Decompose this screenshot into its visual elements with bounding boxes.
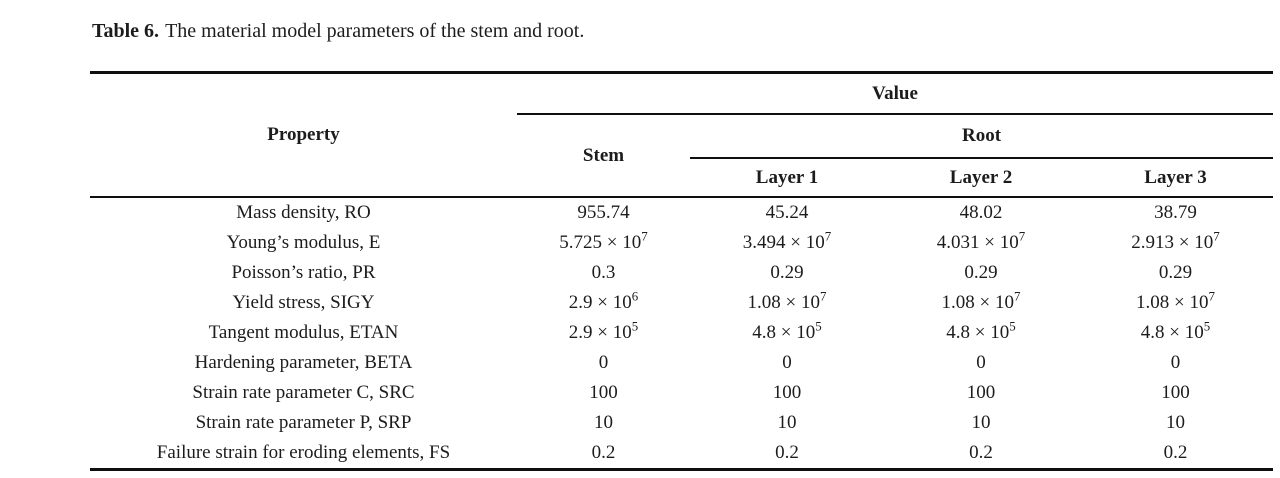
property-cell: Poisson’s ratio, PR <box>231 262 376 283</box>
value-cell: 100 <box>772 382 802 403</box>
table-body: Mass density, RO 955.74 45.24 48.02 38.79 You… <box>90 196 1274 470</box>
material-parameters-table: Property Value Stem Root Layer 1 Layer 2… <box>90 71 1274 471</box>
table-row: Failure strain for eroding elements, FS 0… <box>90 438 1273 470</box>
table-row: Yield stress, SIGY 2.9 × 106 1.08 × 107 1.0… <box>90 288 1273 318</box>
property-cell: Mass density, RO <box>90 196 517 228</box>
value-cell: 2.9 × 105 <box>568 318 639 343</box>
value-cell: 955.74 <box>517 196 690 228</box>
value-cell: 0.2 <box>969 442 993 463</box>
value-cell: 3.494 × 107 <box>742 228 832 253</box>
value-cell: 48.02 <box>884 196 1078 228</box>
value-cell: 10 <box>777 412 797 433</box>
value-cell: 0 <box>976 352 986 373</box>
exponent: 5 <box>1009 318 1016 334</box>
table-row: Hardening parameter, BETA 0 0 0 0 <box>90 348 1273 378</box>
value-cell: 100 <box>1161 382 1190 403</box>
value-cell: 0.2 <box>1163 442 1188 463</box>
header-layer-3: Layer 3 <box>1144 166 1207 188</box>
value-cell: 0 <box>782 352 792 373</box>
property-cell: Strain rate parameter P, SRP <box>195 412 412 433</box>
exponent: 5 <box>815 318 822 334</box>
property-cell: Failure strain for eroding elements, FS <box>156 442 451 463</box>
table-header: Property Value Stem Root Layer 1 Layer 2… <box>90 72 1274 198</box>
exponent: 7 <box>1208 288 1215 304</box>
value-cell: 5.725 × 107 <box>559 228 648 253</box>
table-caption-label: Table 6. <box>92 20 160 42</box>
value-cell: 45.24 <box>690 196 884 228</box>
value-cell: 10 <box>1166 412 1185 433</box>
property-cell: Strain rate parameter C, SRC <box>192 382 415 403</box>
value-cell: 0.2 <box>775 442 799 463</box>
property-cell: Young’s modulus, E <box>226 232 381 253</box>
value-cell: 10 <box>971 412 991 433</box>
value-cell: 100 <box>589 382 618 403</box>
exponent: 5 <box>631 318 639 334</box>
header-layer-1: Layer 1 <box>755 166 819 188</box>
value-cell: 1.08 × 107 <box>941 288 1021 313</box>
header-root: Root <box>690 114 1274 159</box>
exponent: 6 <box>631 288 639 304</box>
header-row-value: Property Value <box>90 72 1274 145</box>
value-cell: 2.9 × 106 <box>568 288 639 313</box>
property-cell: Hardening parameter, BETA <box>194 352 413 373</box>
table-row: Strain rate parameter P, SRP 10 10 10 10 <box>90 408 1273 438</box>
header-row-root: Stem Root <box>90 114 1274 166</box>
value-cell: 0 <box>1170 352 1181 373</box>
value-cell: 100 <box>966 382 996 403</box>
table-row: Mass density, RO 955.74 45.24 48.02 38.79 <box>90 196 1274 228</box>
header-stem: Stem <box>582 144 625 166</box>
value-cell: 0.29 <box>770 262 804 283</box>
exponent: 7 <box>824 228 832 244</box>
value-cell: 2.913 × 107 <box>1131 228 1220 253</box>
value-cell: 4.8 × 105 <box>946 318 1016 343</box>
value-cell: 4.8 × 105 <box>1140 318 1211 343</box>
table-row: Young’s modulus, E 5.725 × 107 3.494 × 107… <box>90 228 1273 258</box>
table-row: Strain rate parameter C, SRC 100 100 100 100 <box>90 378 1273 408</box>
header-row-layers: Layer 1 Layer 2 Layer 3 <box>90 158 1273 197</box>
exponent: 7 <box>641 228 648 244</box>
value-cell: 1.08 × 107 <box>1136 288 1215 313</box>
header-value: Value <box>517 72 1274 115</box>
table-caption: Table 6. The material model parameters of… <box>92 19 584 44</box>
exponent: 7 <box>820 288 827 304</box>
value-cell: 0.3 <box>591 262 616 283</box>
value-cell: 0.2 <box>591 442 616 463</box>
table-row: Tangent modulus, ETAN 2.9 × 105 4.8 × 105 4… <box>90 318 1273 348</box>
table-row: Poisson’s ratio, PR 0.3 0.29 0.29 0.29 <box>90 258 1273 288</box>
value-cell: 0.29 <box>1158 262 1193 283</box>
header-layer-2: Layer 2 <box>949 166 1013 188</box>
property-cell: Tangent modulus, ETAN <box>208 322 399 343</box>
value-cell: 38.79 <box>1078 196 1274 228</box>
table-caption-text: The material model parameters of the ste… <box>165 20 585 42</box>
property-cell: Yield stress, SIGY <box>232 292 375 313</box>
exponent: 5 <box>1203 318 1211 334</box>
header-property: Property <box>267 124 340 145</box>
value-cell: 1.08 × 107 <box>747 288 827 313</box>
exponent: 7 <box>1014 288 1021 304</box>
value-cell: 10 <box>594 412 613 433</box>
exponent: 7 <box>1018 228 1026 244</box>
value-cell: 0.29 <box>964 262 998 283</box>
value-cell: 0 <box>598 352 609 373</box>
exponent: 7 <box>1213 228 1220 244</box>
value-cell: 4.8 × 105 <box>752 318 822 343</box>
value-cell: 4.031 × 107 <box>936 228 1026 253</box>
